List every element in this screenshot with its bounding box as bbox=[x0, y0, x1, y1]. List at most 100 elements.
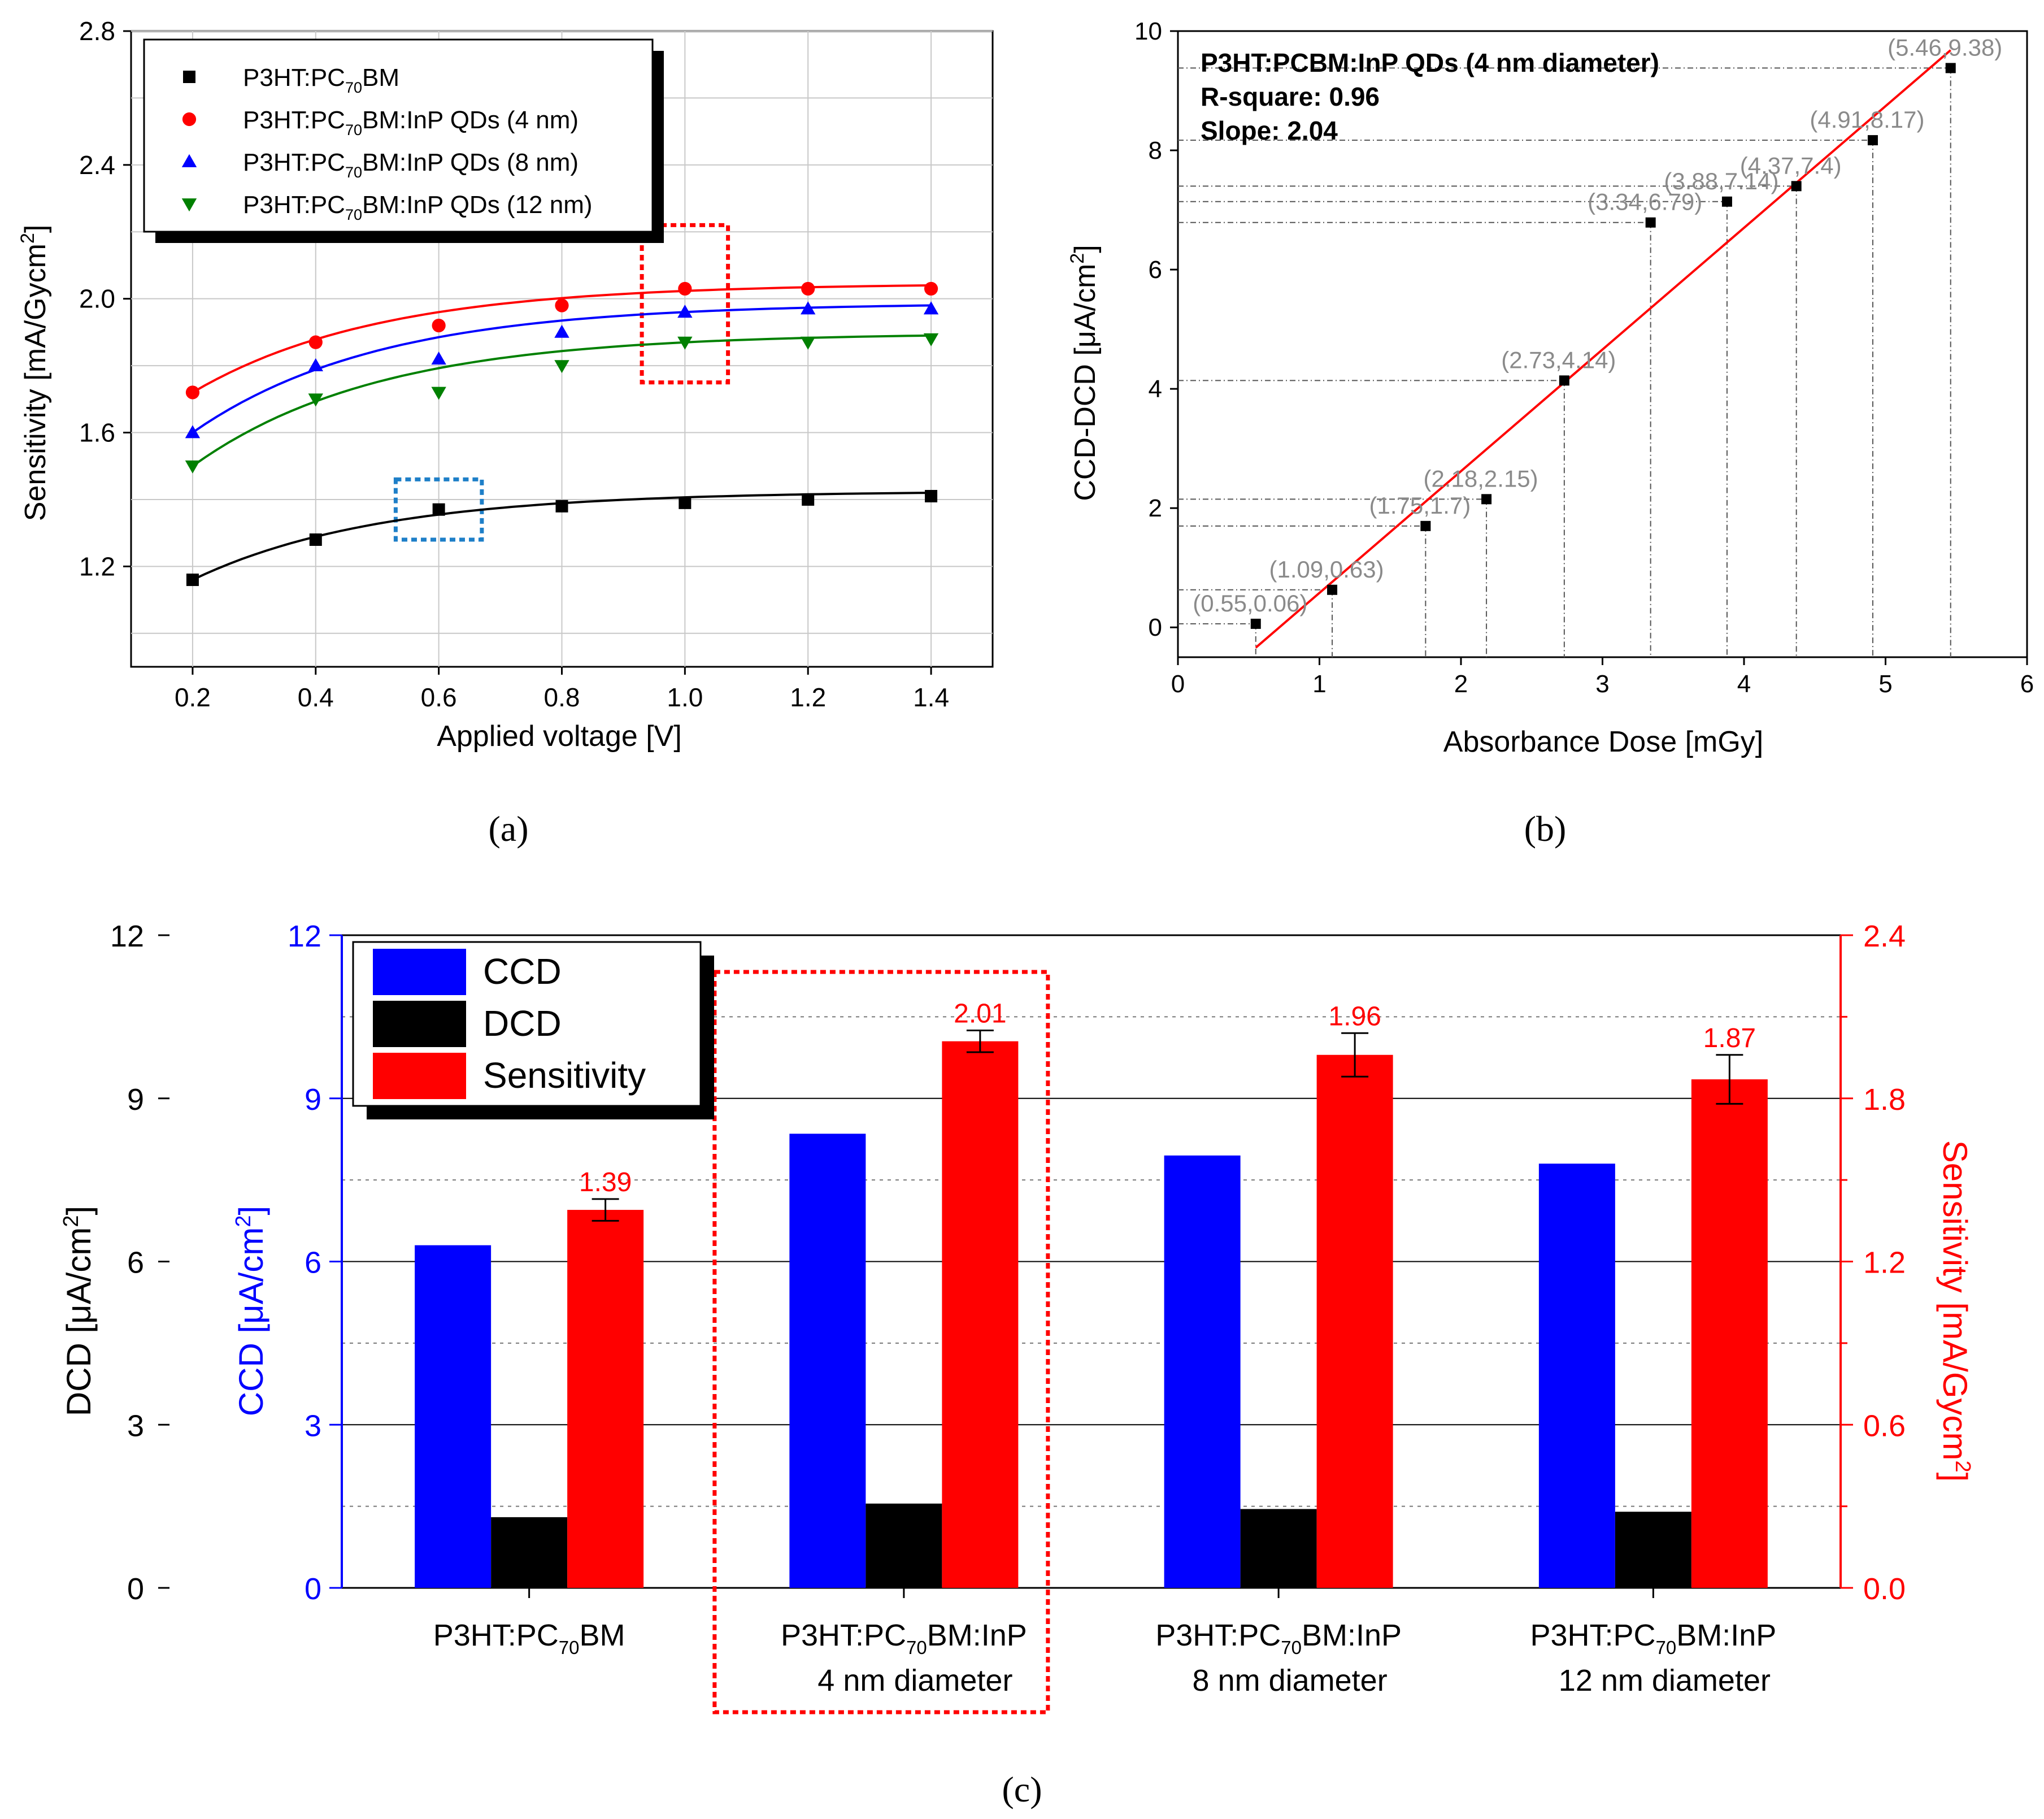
x-tick-label: 5 bbox=[1878, 670, 1892, 698]
point-label: (5.46,9.38) bbox=[1888, 34, 2002, 60]
data-point bbox=[1250, 618, 1261, 629]
panel-c-value-labels: 1.39 2.01 1.96 1.87 bbox=[579, 999, 1756, 1197]
panel-a-y-axis-label: Sensitivity [mA/Gycm2] bbox=[17, 225, 52, 522]
legend-marker bbox=[182, 112, 197, 127]
data-point bbox=[1721, 196, 1732, 207]
dcd-tick-label: 3 bbox=[127, 1409, 144, 1443]
data-point bbox=[186, 574, 199, 587]
point-label: (0.55,0.06) bbox=[1193, 590, 1307, 617]
panel-a-data-points bbox=[185, 281, 939, 587]
legend-label: P3HT:PC70BM:InP QDs (12 nm) bbox=[243, 191, 593, 223]
ccd-tick-label: 6 bbox=[305, 1246, 321, 1280]
point-label: (4.91,8.17) bbox=[1810, 106, 1924, 133]
x-tick-label: 0.6 bbox=[421, 683, 457, 712]
data-point bbox=[925, 490, 938, 503]
panel-c-ccd-axis-label: CCD [μA/cm2] bbox=[232, 1206, 270, 1416]
y-tick-label: 1.2 bbox=[79, 552, 115, 581]
panel-a-label: (a) bbox=[488, 809, 528, 849]
data-point bbox=[1645, 217, 1656, 228]
sensitivity-tick-label: 0.6 bbox=[1863, 1409, 1906, 1443]
legend-swatch bbox=[373, 949, 466, 995]
y-tick-label: 8 bbox=[1149, 137, 1162, 164]
panel-b-annotation-line-2: R-square: 0.96 bbox=[1201, 82, 1380, 111]
point-label: (1.75,1.7) bbox=[1369, 492, 1471, 519]
data-point bbox=[309, 533, 322, 546]
point-label: (3.88,7.14) bbox=[1664, 168, 1778, 194]
data-point bbox=[554, 324, 569, 338]
x-tick-label: 2 bbox=[1454, 670, 1468, 698]
bar-sensitivity bbox=[1316, 1054, 1393, 1588]
data-point bbox=[1559, 375, 1569, 386]
data-point bbox=[923, 301, 939, 315]
point-label: (3.34,6.79) bbox=[1588, 189, 1702, 215]
sensitivity-tick-label: 2.4 bbox=[1863, 919, 1906, 953]
y-tick-label: 0 bbox=[1149, 614, 1162, 641]
data-point bbox=[431, 351, 446, 365]
y-tick-label: 2.4 bbox=[79, 150, 115, 180]
bar-dcd bbox=[1615, 1512, 1691, 1588]
ccd-tick-label: 3 bbox=[305, 1409, 321, 1443]
panel-b-data-points bbox=[1250, 63, 1956, 629]
ccd-tick-label: 9 bbox=[305, 1083, 321, 1117]
value-label: 1.39 bbox=[579, 1167, 632, 1197]
panel-c-chart: 1.39 2.01 1.96 1.87 0 3 6 9 12 0 3 6 9 12 0.0 0.6 1.2… bbox=[59, 919, 1975, 1809]
x-tick-label: 6 bbox=[2020, 670, 2034, 698]
panel-b-y-axis-label: CCD-DCD [μA/cm2] bbox=[1067, 245, 1102, 501]
x-tick-label: 1 bbox=[1312, 670, 1326, 698]
data-point bbox=[678, 281, 692, 296]
data-point bbox=[1867, 135, 1878, 146]
data-point bbox=[1327, 584, 1338, 595]
panel-b-point-labels: (0.55,0.06) (1.09,0.63) (1.75,1.7)(2.18,2.… bbox=[1193, 34, 2002, 616]
data-point bbox=[432, 318, 446, 333]
legend-marker bbox=[181, 198, 197, 212]
legend-label: Sensitivity bbox=[483, 1055, 646, 1096]
data-point bbox=[185, 425, 201, 439]
panel-b-label: (b) bbox=[1524, 809, 1567, 849]
panel-c-label: (c) bbox=[1002, 1769, 1042, 1809]
data-point bbox=[924, 281, 938, 296]
sensitivity-tick-label: 1.8 bbox=[1863, 1083, 1906, 1117]
category-label-line2: 8 nm diameter bbox=[1193, 1664, 1388, 1698]
x-tick-label: 0 bbox=[1171, 670, 1185, 698]
data-point bbox=[802, 493, 815, 506]
category-label: P3HT:PC70BM bbox=[433, 1618, 625, 1658]
x-tick-label: 1.4 bbox=[913, 683, 949, 712]
bar-sensitivity bbox=[942, 1041, 1019, 1588]
legend-label: P3HT:PC70BM:InP QDs (8 nm) bbox=[243, 149, 579, 181]
data-point bbox=[1481, 494, 1492, 505]
panel-b-chart: 0 1 2 3 4 5 6 0 2 4 6 8 10 (0.55,0.06) (1.09,0.63) (1… bbox=[1067, 18, 2034, 849]
bar-sensitivity bbox=[567, 1210, 644, 1588]
value-label: 1.87 bbox=[1703, 1023, 1756, 1053]
legend-label: DCD bbox=[483, 1003, 562, 1044]
data-point bbox=[1791, 181, 1802, 192]
panel-c-highlight-box bbox=[712, 970, 1050, 1714]
bar-dcd bbox=[1240, 1509, 1317, 1588]
data-point bbox=[308, 358, 323, 372]
panel-b-annotation: P3HT:PCBM:InP QDs (4 nm diameter) R-squa… bbox=[1201, 48, 1659, 145]
data-point bbox=[185, 460, 201, 474]
data-point bbox=[432, 503, 445, 516]
data-point bbox=[431, 387, 446, 400]
legend-marker bbox=[183, 71, 195, 83]
legend-swatch bbox=[373, 1053, 466, 1099]
data-point bbox=[679, 496, 692, 509]
data-point bbox=[801, 301, 816, 315]
panel-c-legend: CCD DCD Sensitivity bbox=[352, 941, 714, 1119]
panel-a-chart: 0.2 0.4 0.6 0.8 1.0 1.2 1.4 1.2 1.6 2.0 2.4 2.8 P3… bbox=[17, 16, 994, 849]
data-point bbox=[554, 360, 569, 374]
y-tick-label: 2.0 bbox=[79, 284, 115, 314]
category-label: P3HT:PC70BM:InP bbox=[1530, 1618, 1776, 1658]
panel-b-drop-lines bbox=[1178, 67, 1951, 657]
x-tick-label: 3 bbox=[1595, 670, 1609, 698]
panel-a-x-ticks: 0.2 0.4 0.6 0.8 1.0 1.2 1.4 bbox=[175, 667, 949, 712]
category-label-line2: 4 nm diameter bbox=[817, 1664, 1012, 1698]
y-tick-label: 1.6 bbox=[79, 418, 115, 448]
panel-c-dcd-axis: 0 3 6 9 12 bbox=[110, 919, 169, 1606]
panel-b-x-axis-label: Absorbance Dose [mGy] bbox=[1443, 726, 1763, 758]
panel-b-fit-line bbox=[1255, 49, 1952, 649]
y-tick-label: 2 bbox=[1149, 494, 1162, 522]
legend-label: CCD bbox=[483, 951, 562, 992]
category-label: P3HT:PC70BM:InP bbox=[781, 1618, 1027, 1658]
panel-c-sensitivity-axis-label: Sensitivity [mA/Gycm2] bbox=[1936, 1140, 1975, 1482]
bar-sensitivity bbox=[1691, 1079, 1768, 1588]
